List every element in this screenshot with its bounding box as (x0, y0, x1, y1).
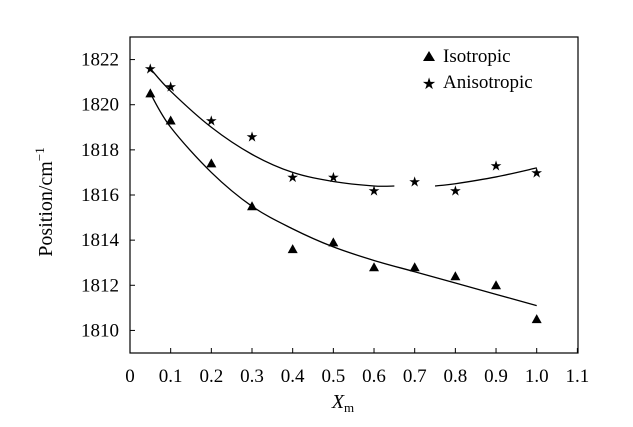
legend: Isotropic ★ Anisotropic (422, 46, 533, 93)
y-tick-label: 1818 (81, 140, 119, 161)
x-tick-label: 0.9 (484, 366, 508, 387)
y-axis-label: Position/cm−1 (32, 147, 57, 256)
isotropic-point (165, 115, 176, 125)
x-tick-label: 0 (125, 366, 135, 387)
data-points: ★ ★ ★ ★ ★ ★ ★ ★ ★ ★ ★ (144, 62, 543, 324)
anisotropic-fit-line-right (434, 167, 537, 187)
anisotropic-point: ★ (449, 183, 462, 199)
y-tick-label: 1820 (81, 95, 119, 116)
y-axis-ticks: 1810 1812 1814 1816 1818 1820 1822 (81, 50, 135, 341)
anisotropic-point: ★ (205, 114, 218, 130)
legend-label-isotropic: Isotropic (443, 46, 511, 67)
isotropic-point (369, 262, 380, 272)
y-tick-label: 1810 (81, 320, 119, 341)
anisotropic-point: ★ (408, 174, 421, 190)
isotropic-point (409, 262, 420, 272)
anisotropic-point: ★ (530, 165, 543, 181)
x-axis-label-sub: m (344, 400, 354, 415)
y-tick-label: 1822 (81, 50, 119, 71)
x-tick-label: 0.4 (281, 366, 305, 387)
x-axis-label: Xm (331, 391, 354, 415)
x-tick-label: 1.0 (525, 366, 549, 387)
x-tick-label: 0.5 (321, 366, 345, 387)
legend-star-icon: ★ (422, 74, 436, 93)
y-axis-label-main: Position/cm (35, 161, 57, 257)
x-tick-label: 0.1 (159, 366, 183, 387)
legend-item-isotropic: Isotropic (423, 46, 511, 67)
y-tick-label: 1814 (81, 230, 120, 251)
y-tick-label: 1812 (81, 275, 119, 296)
x-tick-label: 0.8 (443, 366, 467, 387)
isotropic-point (287, 244, 298, 254)
anisotropic-point: ★ (286, 170, 299, 186)
x-tick-label: 0.3 (240, 366, 264, 387)
isotropic-point (206, 158, 217, 168)
anisotropic-point: ★ (327, 170, 340, 186)
anisotropic-fit-line (149, 68, 395, 187)
isotropic-point (145, 88, 156, 98)
isotropic-point (247, 201, 258, 211)
isotropic-point (328, 237, 339, 247)
fit-curves (149, 68, 537, 307)
x-tick-label: 0.2 (199, 366, 223, 387)
isotropic-point (531, 314, 542, 324)
x-axis-label-main: X (331, 391, 345, 413)
isotropic-fit-line (149, 93, 537, 307)
y-tick-label: 1816 (81, 185, 119, 206)
anisotropic-point: ★ (490, 159, 503, 175)
anisotropic-point: ★ (368, 183, 381, 199)
x-tick-label: 0.6 (362, 366, 386, 387)
x-tick-label: 0.7 (403, 366, 427, 387)
legend-item-anisotropic: ★ Anisotropic (422, 72, 533, 93)
anisotropic-point: ★ (246, 129, 259, 145)
y-axis-label-sup: −1 (32, 147, 47, 161)
x-axis-ticks: 0 0.1 0.2 0.3 0.4 0.5 0.6 0.7 0.8 0.9 1.0 1.1 (125, 348, 589, 387)
x-tick-label: 1.1 (565, 366, 589, 387)
anisotropic-point: ★ (144, 62, 157, 78)
isotropic-point (491, 280, 502, 290)
anisotropic-point: ★ (164, 80, 177, 96)
legend-label-anisotropic: Anisotropic (443, 72, 533, 93)
legend-triangle-icon (423, 51, 435, 61)
isotropic-point (450, 271, 461, 281)
